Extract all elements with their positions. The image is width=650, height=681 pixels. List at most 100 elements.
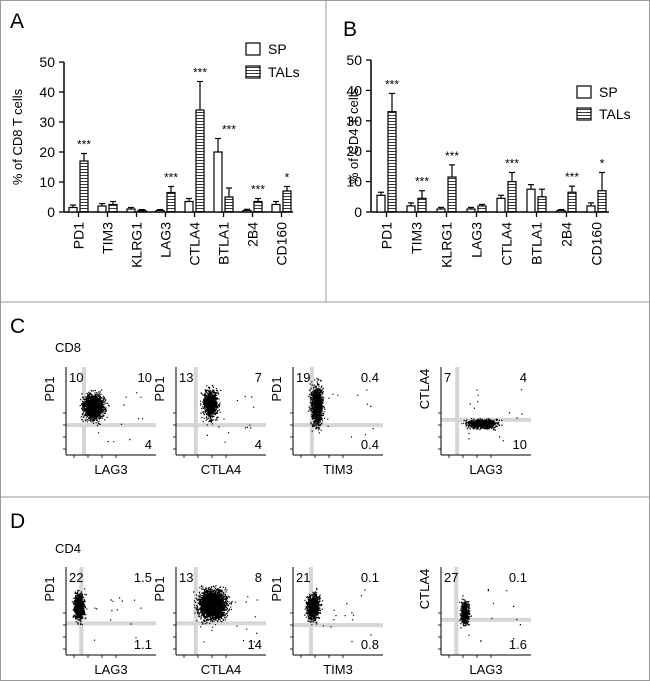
quadrant-gate-y (293, 423, 383, 428)
significance-marker: *** (385, 77, 399, 91)
x-tick-label: BTLA1 (529, 222, 545, 265)
legend-swatch-sp (576, 85, 592, 99)
bar-tals (447, 176, 457, 213)
legend-a: SP TALs (245, 41, 300, 80)
quadrant-gate-y (293, 623, 383, 628)
flow-x-axis-label: TIM3 (323, 462, 353, 477)
bar-sp (155, 209, 165, 213)
bar-tals (282, 190, 292, 213)
bar-sp (213, 151, 223, 213)
significance-marker: *** (251, 183, 265, 197)
bar-sp (496, 197, 506, 213)
bar-tals (166, 191, 176, 213)
quadrant-ur-value: 8 (255, 570, 262, 585)
significance-marker: *** (222, 123, 236, 137)
x-tick-label: 2B4 (245, 222, 261, 247)
bar-sp (126, 208, 136, 213)
panel-label-d: D (10, 510, 25, 533)
x-tick-label: TIM3 (409, 222, 425, 254)
quadrant-ul-value: 13 (179, 570, 193, 585)
legend-b: SP TALs (576, 84, 631, 122)
legend-label-tals: TALs (268, 64, 300, 80)
quadrant-gate-x (193, 367, 198, 455)
x-tick-label: CTLA4 (499, 222, 515, 266)
flow-plots-cd8: 10 10 4 LAG3 PD1 13 7 4 CTLA4 PD1 19 0.4 0.4 TIM3 PD1 7… (42, 367, 531, 477)
legend-swatch-tals (576, 107, 592, 121)
quadrant-lr-value: 1.6 (509, 637, 527, 652)
y-tick-label: 40 (346, 82, 362, 98)
significance-marker: *** (505, 156, 519, 170)
flow-y-axis-label: CTLA4 (417, 569, 432, 609)
bar-tals (137, 209, 147, 213)
x-tick-label: BTLA1 (216, 222, 232, 265)
x-tick-label: KLRG1 (129, 222, 145, 268)
flow-y-axis-label: CTLA4 (417, 369, 432, 409)
bar-sp (526, 188, 536, 213)
x-tick-label: LAG3 (469, 222, 485, 258)
quadrant-gate-x (193, 567, 198, 655)
x-tick-label: KLRG1 (439, 222, 455, 268)
y-tick-label: 10 (346, 174, 362, 190)
x-tick-label: CD160 (589, 222, 605, 266)
significance-marker: *** (77, 138, 91, 152)
bar-tals (253, 200, 263, 213)
significance-marker: *** (445, 149, 459, 163)
flow-x-axis-label: LAG3 (469, 462, 502, 477)
legend-label-sp: SP (268, 41, 287, 57)
flow-y-axis-label: PD1 (42, 376, 57, 401)
flow-y-axis-label: PD1 (42, 576, 57, 601)
y-tick-label: 0 (354, 204, 362, 220)
flow-x-axis-label: CTLA4 (201, 662, 241, 677)
panel-label-a: A (10, 10, 24, 33)
flow-y-axis-label: PD1 (152, 576, 167, 601)
y-tick-label: 20 (39, 144, 55, 160)
y-tick-label: 10 (39, 174, 55, 190)
x-tick-label: CTLA4 (187, 222, 203, 266)
y-axis-label: % of CD8 T cells (10, 88, 25, 185)
quadrant-gate-x (455, 367, 460, 455)
bar-sp (466, 208, 476, 213)
y-tick-label: 0 (47, 204, 55, 220)
bar-tals (108, 203, 118, 213)
flow-outlier-events (322, 389, 374, 438)
significance-marker: *** (164, 171, 178, 185)
legend-label-sp: SP (599, 84, 618, 100)
bar-sp (586, 205, 596, 213)
flow-event-cloud (461, 417, 503, 431)
quadrant-ul-value: 27 (444, 570, 458, 585)
quadrant-ul-value: 19 (296, 370, 310, 385)
quadrant-ul-value: 10 (69, 370, 83, 385)
quadrant-gate-y (176, 423, 266, 428)
panel-label-b: B (343, 18, 357, 41)
flow-event-cloud (79, 389, 110, 427)
x-tick-label: LAG3 (158, 222, 174, 258)
quadrant-ul-value: 7 (444, 370, 451, 385)
flow-plots-cd4: 22 1.5 1.1 LAG3 PD1 13 8 14 CTLA4 PD1 21 0.1 0.8 TIM3… (42, 567, 531, 677)
quadrant-lr-value: 10 (513, 437, 527, 452)
quadrant-ur-value: 0.1 (361, 570, 379, 585)
flow-x-axis-label: LAG3 (94, 462, 127, 477)
quadrant-ul-value: 21 (296, 570, 310, 585)
bar-tals (597, 190, 607, 213)
legend-swatch-sp (245, 42, 261, 56)
bar-tals (417, 197, 427, 213)
bar-tals (477, 205, 487, 213)
significance-marker: * (285, 171, 290, 185)
flow-outlier-events (96, 392, 144, 443)
quadrant-lr-value: 1.1 (134, 637, 152, 652)
population-label-cd4: CD4 (55, 541, 81, 556)
bar-chart-cd8: 0 10 20 30 40 50 % of CD8 T cells PD1 *** TIM3 KLR… (10, 54, 293, 268)
bar-tals (567, 191, 577, 213)
flow-y-axis-label: PD1 (152, 376, 167, 401)
flow-event-cloud (307, 377, 326, 434)
quadrant-lr-value: 0.4 (361, 437, 379, 452)
bar-sp (406, 205, 416, 213)
flow-outlier-events (468, 389, 523, 442)
quadrant-gate-y (176, 621, 266, 626)
bar-sp (376, 194, 386, 213)
bar-sp (68, 206, 78, 213)
bar-sp (97, 205, 107, 213)
bar-tals (195, 109, 205, 213)
flow-event-cloud (193, 585, 233, 628)
